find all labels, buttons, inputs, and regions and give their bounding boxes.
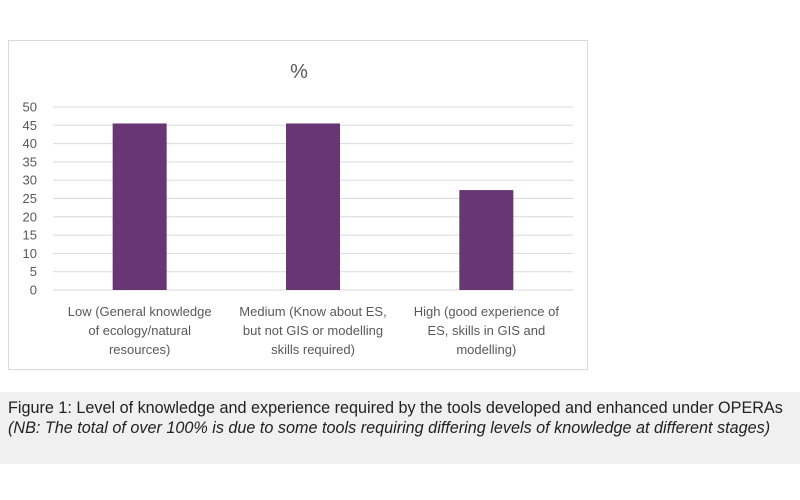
y-tick-label: 35 (23, 154, 37, 169)
x-category-label: ES, skills in GIS and (427, 323, 545, 338)
y-tick-label: 15 (23, 228, 37, 243)
caption-text: Figure 1: Level of knowledge and experie… (8, 399, 783, 417)
y-tick-label: 5 (30, 264, 37, 279)
x-category-label: modelling) (456, 342, 516, 357)
y-tick-label: 40 (23, 136, 37, 151)
x-category-label: High (good experience of (414, 304, 560, 319)
x-category-label: Low (General knowledge (68, 304, 212, 319)
y-axis-ticks: 0 5 10 15 20 25 30 35 40 45 50 (23, 100, 37, 298)
chart-title: % (290, 61, 308, 83)
bar (112, 123, 167, 290)
chart-frame: % 0 5 10 15 20 25 30 35 40 45 50 Low (General know… (8, 40, 588, 370)
y-tick-label: 0 (30, 283, 37, 298)
bar (459, 190, 514, 290)
caption-note: (NB: The total of over 100% is due to so… (8, 419, 771, 437)
x-category-label: of ecology/natural (88, 323, 191, 338)
x-category-label: skills required) (271, 342, 355, 357)
x-axis-categories: Low (General knowledge of ecology/natural… (68, 304, 560, 357)
y-tick-label: 50 (23, 100, 37, 115)
y-tick-label: 10 (23, 246, 37, 261)
x-category-label: resources) (109, 342, 170, 357)
x-category-label: Medium (Know about ES, (239, 304, 386, 319)
figure-caption: Figure 1: Level of knowledge and experie… (0, 392, 800, 464)
y-tick-label: 30 (23, 173, 37, 188)
bars (112, 123, 514, 290)
y-tick-label: 45 (23, 118, 37, 133)
bar (286, 123, 340, 290)
bar-chart: % 0 5 10 15 20 25 30 35 40 45 50 Low (General know… (23, 61, 573, 357)
x-category-label: but not GIS or modelling (243, 323, 383, 338)
y-tick-label: 20 (23, 209, 37, 224)
y-tick-label: 25 (23, 191, 37, 206)
